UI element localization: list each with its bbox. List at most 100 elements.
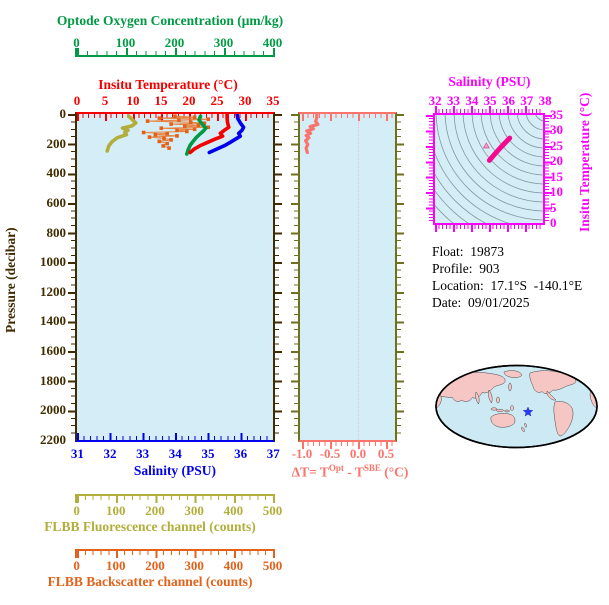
tick-label: 300 [213,35,234,50]
map-outline [435,364,598,449]
tick-label: 0 [73,558,80,573]
ts-ticks-top [435,106,543,113]
delta-t-panel [291,112,404,449]
world-map [434,364,599,449]
main-plot-area [75,112,275,442]
tick-label: 500 [262,503,283,518]
float-info: Float: 19873 Profile: 903 Location: 17.1°S… [432,243,607,311]
tick-label: 400 [223,558,244,573]
salinity-axis-ticks: 31 32 33 34 35 36 37 [61,446,290,462]
backscatter-axis-title: FLBB Backscatter channel (counts) [47,574,253,589]
main-plot-series [105,114,246,156]
ts-salinity-ticks: 32 33 34 35 36 37 38 [426,93,555,109]
temperature-axis-ticks: 0 5 10 15 20 25 30 35 [63,93,287,109]
delta-t-ticks-bottom [300,442,395,449]
ts-ticks-right [545,115,552,223]
tick-label: 5 [550,199,557,215]
delta-t-series [303,114,320,155]
pressure-ticks-right [275,114,282,440]
tick-label: 15 [154,93,168,108]
tick-label: 2200 [40,431,66,447]
tick-label: 38 [538,93,552,108]
tick-label: Float: 19873 [432,244,505,259]
ts-marker-triangle [482,142,490,149]
delta-t-sup-sbe: SBE [363,463,381,473]
tick-label: 10 [550,184,563,200]
tick-label: 400 [262,35,283,50]
temperature-profile-line [188,114,231,155]
tick-label: 1000 [40,254,66,270]
ts-isopycnal-contours [435,115,543,223]
tick-label: 200 [145,503,165,518]
tick-label: Date: 09/01/2025 [432,295,530,310]
tick-label: 600 [46,194,67,210]
tick-label: 0.5 [377,446,395,461]
ts-data-line [486,135,513,163]
tick-label: 2000 [40,402,66,418]
salinity-axis-title: Salinity (PSU) [133,463,217,478]
tick-label: 500 [262,558,283,573]
tick-label: 100 [106,558,126,573]
ts-diagram [426,106,552,232]
temperature-axis-title: Insitu Temperature (°C) [98,77,238,92]
tick-label: -1.0 [291,446,313,461]
delta-t-profile-line [303,114,320,155]
tick-label: 300 [184,558,204,573]
tick-label: 0 [73,503,80,518]
delta-t-zero-line [358,114,359,440]
tick-label: 30 [238,93,252,108]
tick-label: 800 [46,224,67,240]
ts-temperature-ticks: 35 30 25 20 15 10 5 0 [550,108,574,230]
delta-t-pressure-ticks-right [397,114,404,440]
tick-label: 34 [168,446,182,461]
tick-label: -0.5 [319,446,341,461]
delta-t-axis-ticks: -1.0 -0.5 0.0 0.5 [292,446,395,461]
tick-label: 200 [164,35,185,50]
tick-label: 1600 [40,343,66,358]
ts-diagram-canvas [435,115,543,223]
salinity-ticks-bottom [77,433,273,440]
fluorescence-axis-ticks: 0 100 200 300 400 500 [57,503,293,519]
tick-label: 400 [223,503,244,518]
main-profile-plot [68,112,282,442]
oxygen-axis-ticks: 0 100 200 300 400 [52,35,297,51]
tick-label: 37 [266,446,280,461]
tick-label: 35 [201,446,215,461]
tick-label: 36 [501,93,515,108]
tick-label: 35 [266,93,280,108]
tick-label: 1800 [40,372,66,388]
tick-label: 33 [136,446,150,461]
tick-label: 400 [46,165,67,181]
tick-label: 5 [101,93,109,108]
delta-t-title-part: - T [343,464,364,480]
fluorescence-axis-title: FLBB Fluorescence channel (counts) [44,519,256,534]
tick-label: 200 [145,558,165,573]
tick-label: 25 [550,137,563,153]
delta-t-pressure-ticks-left [291,114,298,440]
oxygen-profile-line [185,114,208,156]
tick-label: 10 [126,93,140,108]
ts-ticks-left [426,115,433,223]
fluorescence-profile-line [105,114,138,153]
tick-label: 35 [550,107,563,122]
tick-label: 15 [550,168,563,184]
tick-label: Location: 17.1°S -140.1°E [432,278,583,293]
tick-label: 100 [115,35,136,50]
delta-t-ticks-top [300,114,395,121]
tick-label: 32 [428,93,442,108]
delta-t-title-part: (°C) [380,464,409,480]
salinity-profile-line [207,114,246,155]
backscatter-profile-points [141,114,211,150]
tick-label: 0 [59,106,67,121]
delta-t-plot-area [298,112,397,442]
tick-label: 1200 [40,283,66,299]
tick-label: 0 [73,35,80,50]
pressure-axis-title: Pressure (decibar) [3,227,18,333]
tick-label: 300 [184,503,204,518]
tick-label: 1400 [40,313,66,329]
backscatter-axis [75,549,275,558]
tick-label: 37 [520,93,534,108]
tick-label: 100 [106,503,126,518]
tick-label: 35 [483,93,497,108]
